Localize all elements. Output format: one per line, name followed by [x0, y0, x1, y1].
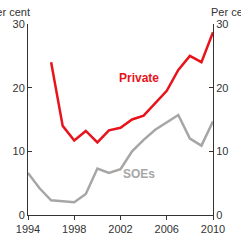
svg-text:0: 0 — [19, 209, 25, 221]
svg-text:Per cent: Per cent — [211, 6, 241, 18]
svg-text:2002: 2002 — [108, 223, 132, 235]
svg-text:20: 20 — [216, 82, 228, 94]
svg-text:30: 30 — [216, 18, 228, 30]
svg-text:20: 20 — [13, 82, 25, 94]
svg-text:30: 30 — [13, 18, 25, 30]
svg-text:2010: 2010 — [201, 223, 225, 235]
svg-text:10: 10 — [216, 145, 228, 157]
svg-text:SOEs: SOEs — [123, 167, 155, 181]
svg-text:2006: 2006 — [155, 223, 179, 235]
svg-text:10: 10 — [13, 145, 25, 157]
svg-text:1994: 1994 — [16, 223, 40, 235]
svg-text:Per cent: Per cent — [0, 6, 30, 18]
svg-text:1998: 1998 — [62, 223, 86, 235]
svg-text:Private: Private — [119, 71, 159, 85]
svg-text:0: 0 — [216, 209, 222, 221]
